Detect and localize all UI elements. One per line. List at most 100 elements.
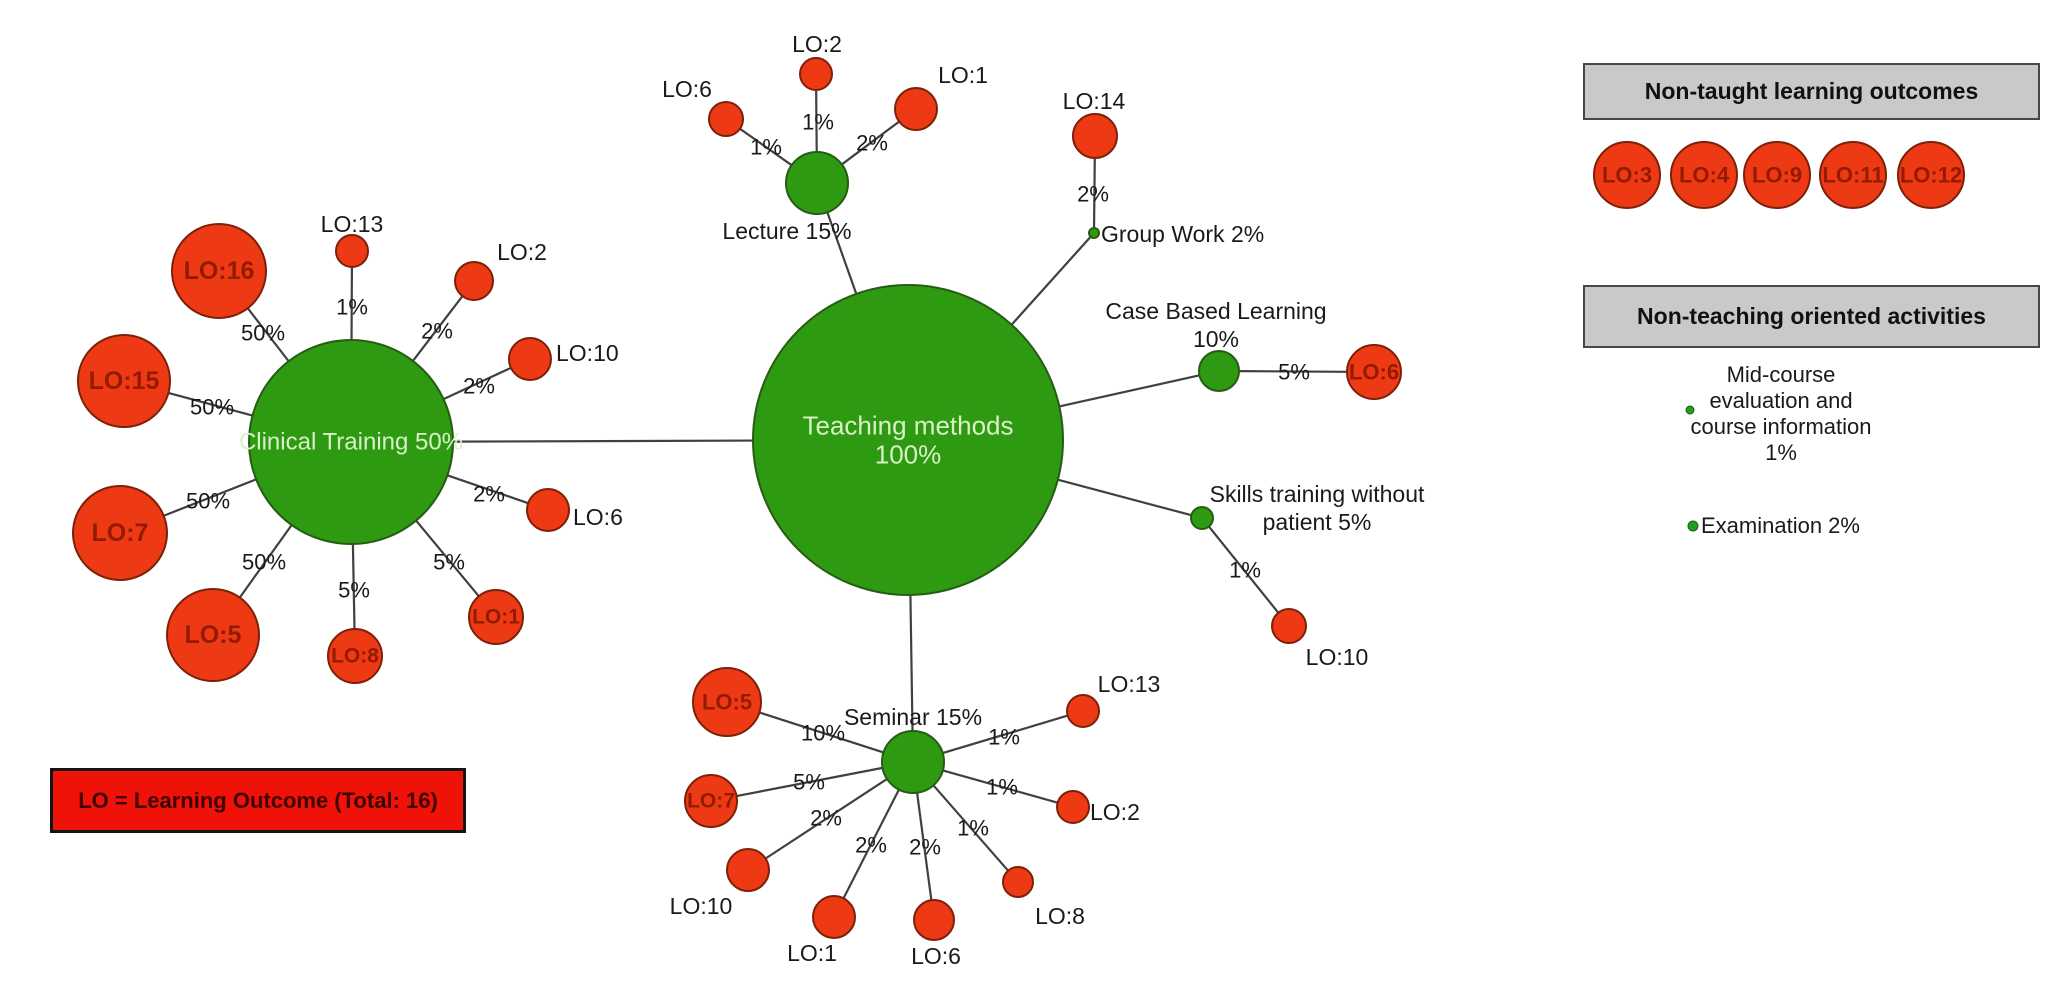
node-c_lo8 xyxy=(327,628,383,684)
legend-circle-label-1: LO:4 xyxy=(1679,163,1730,188)
node-label-c_lo7: LO:7 xyxy=(92,519,149,547)
legend-header-non-teaching-label: Non-teaching oriented activities xyxy=(1637,303,1986,329)
edge-skills-teaching xyxy=(1057,478,1192,517)
node-label-c_lo2: LO:2 xyxy=(497,239,547,265)
edge-label-se_lo13-seminar: 1% xyxy=(988,725,1020,750)
legend-dot-0 xyxy=(1685,405,1695,415)
node-label-c_lo13: LO:13 xyxy=(321,211,384,237)
node-se_lo5 xyxy=(692,667,762,737)
node-l_lo2 xyxy=(799,57,833,91)
edge-se_lo5-seminar xyxy=(759,711,884,754)
node-label-teaching: Teaching methods 100% xyxy=(802,411,1013,470)
node-se_lo6 xyxy=(913,899,955,941)
edge-c_lo6-clinical xyxy=(447,474,529,505)
node-c_lo10 xyxy=(508,337,552,381)
node-groupwork xyxy=(1088,227,1100,239)
lo-note-label: LO = Learning Outcome (Total: 16) xyxy=(78,787,438,813)
legend-header-non-taught: Non-taught learning outcomes xyxy=(1583,63,2040,120)
node-label-se_lo7: LO:7 xyxy=(687,790,735,813)
edge-se_lo10-seminar xyxy=(764,778,888,860)
edge-lecture-teaching xyxy=(826,211,858,295)
edge-c_lo7-clinical xyxy=(163,478,257,517)
edge-label-c_lo10-clinical: 2% xyxy=(463,374,495,399)
node-l_lo6 xyxy=(708,101,744,137)
edge-se_lo1-seminar xyxy=(842,789,900,899)
node-label-c_lo6: LO:6 xyxy=(573,504,623,530)
node-label-c_lo5: LO:5 xyxy=(185,621,242,649)
edge-c_lo16-clinical xyxy=(246,307,290,362)
node-label-casebased: Case Based Learning 10% xyxy=(1105,298,1326,352)
node-label-c_lo16: LO:16 xyxy=(184,257,255,285)
edge-c_lo2-clinical xyxy=(412,295,464,362)
edge-label-l_lo6-lecture: 1% xyxy=(750,135,782,160)
edge-label-c_lo2-clinical: 2% xyxy=(421,319,453,344)
edge-label-se_lo7-seminar: 5% xyxy=(793,770,825,795)
edge-label-c_lo5-clinical: 50% xyxy=(242,550,286,575)
node-label-c_lo15: LO:15 xyxy=(89,367,160,395)
node-c_lo1 xyxy=(468,589,524,645)
edge-c_lo10-clinical xyxy=(443,366,512,401)
node-teaching xyxy=(752,284,1064,596)
edge-label-se_lo2-seminar: 1% xyxy=(986,775,1018,800)
node-c_lo2 xyxy=(454,261,494,301)
node-label-se_lo1: LO:1 xyxy=(787,940,837,966)
legend-circle-0 xyxy=(1593,141,1661,209)
edge-label-se_lo8-seminar: 1% xyxy=(957,816,989,841)
edge-seminar-teaching xyxy=(909,594,914,732)
node-label-se_lo13: LO:13 xyxy=(1098,671,1161,697)
node-se_lo7 xyxy=(684,774,738,828)
edge-se_lo8-seminar xyxy=(932,784,1009,872)
node-label-se_lo8: LO:8 xyxy=(1035,903,1085,929)
lo-note-box: LO = Learning Outcome (Total: 16) xyxy=(50,768,466,833)
node-c_lo13 xyxy=(335,234,369,268)
legend-header-non-taught-label: Non-taught learning outcomes xyxy=(1644,78,1979,104)
legend-circle-label-3: LO:11 xyxy=(1822,163,1883,188)
legend-circle-label-4: LO:12 xyxy=(1900,163,1962,188)
node-seminar xyxy=(881,730,945,794)
node-clinical xyxy=(248,339,454,545)
node-label-l_lo1: LO:1 xyxy=(938,62,988,88)
edge-se_lo7-seminar xyxy=(736,766,883,798)
edge-label-c_lo16-clinical: 50% xyxy=(241,321,285,346)
node-c_lo16 xyxy=(171,223,267,319)
edge-label-c_lo15-clinical: 50% xyxy=(190,395,234,420)
node-label-s_lo10: LO:10 xyxy=(1306,644,1369,670)
edge-se_lo13-seminar xyxy=(942,714,1068,755)
edge-label-cb_lo6-casebased: 5% xyxy=(1278,360,1310,385)
node-label-clinical: Clinical Training 50% xyxy=(239,429,463,456)
node-label-se_lo6: LO:6 xyxy=(911,943,961,969)
edge-label-g_lo14-groupwork: 2% xyxy=(1077,182,1109,207)
edge-label-l_lo2-lecture: 1% xyxy=(802,110,834,135)
edge-label-se_lo5-seminar: 10% xyxy=(801,721,845,746)
node-label-cb_lo6: LO:6 xyxy=(1349,360,1399,385)
node-se_lo13 xyxy=(1066,694,1100,728)
legend-circle-1 xyxy=(1670,141,1738,209)
legend-item-midcourse: Mid-course evaluation and course informa… xyxy=(1690,362,1872,465)
edge-l_lo1-lecture xyxy=(841,120,900,166)
edge-label-s_lo10-skills: 1% xyxy=(1229,558,1261,583)
legend-item-examination: Examination 2% xyxy=(1701,513,1860,538)
edge-label-c_lo13-clinical: 1% xyxy=(336,295,368,320)
edge-l_lo6-lecture xyxy=(739,127,793,167)
legend-circle-3 xyxy=(1819,141,1887,209)
node-label-se_lo2: LO:2 xyxy=(1090,799,1140,825)
node-cb_lo6 xyxy=(1346,344,1402,400)
edge-label-c_lo6-clinical: 2% xyxy=(473,482,505,507)
edge-se_lo6-seminar xyxy=(915,792,933,901)
node-c_lo7 xyxy=(72,485,168,581)
edge-l_lo2-lecture xyxy=(815,89,818,153)
node-c_lo15 xyxy=(77,334,171,428)
node-se_lo8 xyxy=(1002,866,1034,898)
node-lecture xyxy=(785,151,849,215)
legend-circle-label-2: LO:9 xyxy=(1752,163,1802,188)
edge-label-c_lo8-clinical: 5% xyxy=(338,578,370,603)
legend-circle-2 xyxy=(1743,141,1811,209)
edge-s_lo10-skills xyxy=(1208,525,1280,614)
edge-label-l_lo1-lecture: 2% xyxy=(856,131,888,156)
edge-g_lo14-groupwork xyxy=(1092,157,1096,229)
node-label-l_lo2: LO:2 xyxy=(792,31,842,57)
node-label-se_lo10: LO:10 xyxy=(670,893,733,919)
node-label-c_lo8: LO:8 xyxy=(331,645,379,668)
node-label-lecture: Lecture 15% xyxy=(722,218,851,244)
legend-header-non-teaching: Non-teaching oriented activities xyxy=(1583,285,2040,348)
